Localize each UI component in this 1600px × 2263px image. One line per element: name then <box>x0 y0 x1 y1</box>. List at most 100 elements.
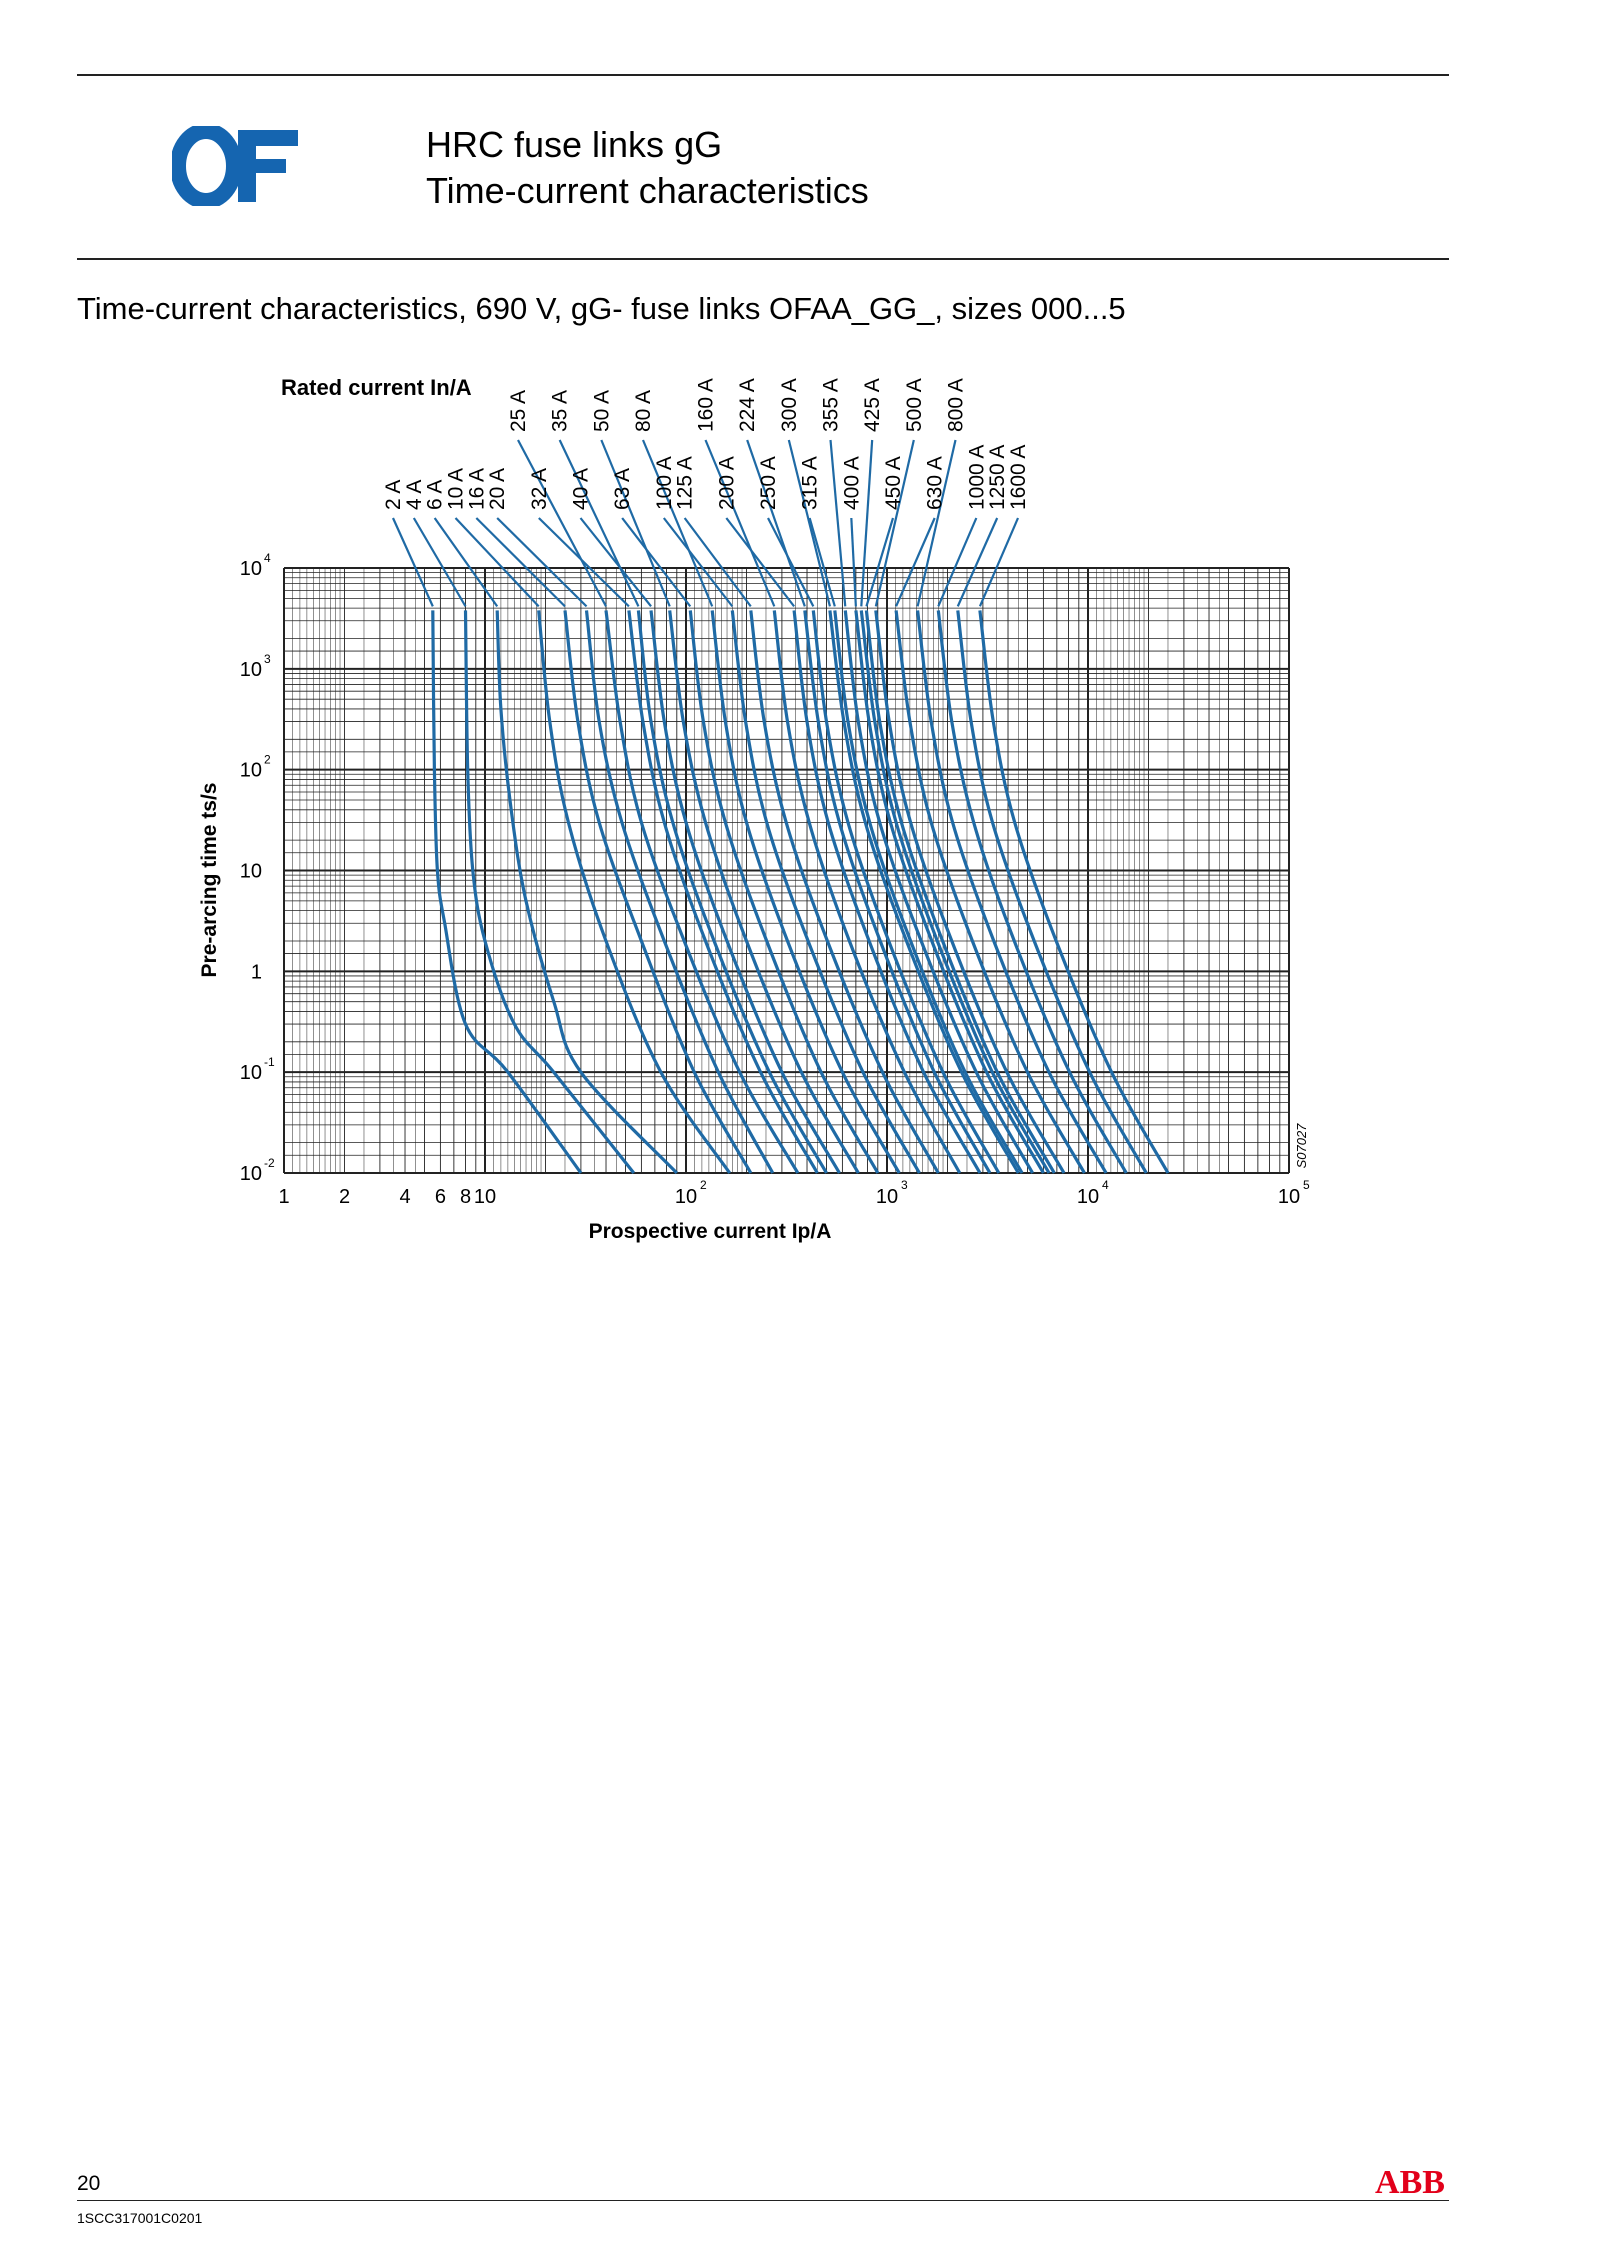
y-axis-label: Pre-arcing time ts/s <box>198 783 221 978</box>
curve-500a <box>874 610 1066 1174</box>
curve-200a <box>792 610 982 1174</box>
series-label: 224 A <box>736 378 759 432</box>
curve-300a <box>828 610 1020 1174</box>
of-logo <box>172 126 298 206</box>
top-rule <box>77 74 1449 76</box>
curve-25a <box>604 610 800 1174</box>
legend-title: Rated current In/A <box>281 375 472 400</box>
curve-80a <box>710 610 901 1174</box>
leader-line <box>621 517 692 608</box>
drawing-id-text: S07027 <box>1294 1123 1309 1169</box>
series-label: 25 A <box>507 390 530 432</box>
y-tick-label: 10 <box>240 760 262 782</box>
series-label: 400 A <box>840 456 863 510</box>
series-label: 16 A <box>465 468 488 510</box>
x-tick-label: 10 <box>474 1186 496 1208</box>
series-label: 4 A <box>403 480 426 510</box>
series-label: 35 A <box>549 390 572 432</box>
x-axis-label-text: Prospective current Ip/A <box>589 1220 832 1243</box>
series-label: 450 A <box>882 456 905 510</box>
page-title: HRC fuse links gG <box>426 124 723 165</box>
x-tick-exponent: 5 <box>1303 1178 1310 1192</box>
leader-line <box>579 517 652 608</box>
y-tick-label: 10 <box>240 1062 262 1084</box>
leader-line <box>746 439 806 607</box>
leader-line <box>956 517 999 607</box>
leader-line <box>412 517 467 607</box>
curve-125a <box>749 610 940 1174</box>
page-number: 20 <box>77 2172 101 2195</box>
y-tick-exponent: 4 <box>264 551 271 565</box>
y-tick-label: 1 <box>251 961 262 983</box>
y-tick-label: 10 <box>240 558 262 580</box>
x-tick-label: 4 <box>399 1186 410 1208</box>
y-tick-exponent: 2 <box>264 753 271 767</box>
curve-160a <box>772 610 962 1174</box>
leader-line <box>860 439 874 607</box>
x-tick-exponent: 4 <box>1102 1178 1109 1192</box>
section-title: Time-current characteristics, 690 V, gG-… <box>77 291 1126 326</box>
leader-line <box>704 439 776 607</box>
series-label: 63 A <box>611 468 634 510</box>
series-label: 160 A <box>695 378 718 432</box>
series-labels: 2 A4 A6 A10 A16 A20 A 25 A 32 A 35 A 40 A 50 … <box>382 378 1030 510</box>
time-current-chart: 2 A4 A6 A10 A16 A20 A 25 A 32 A 35 A 40 A 50 … <box>198 375 1310 1243</box>
series-label: 100 A <box>653 456 676 510</box>
leader-line <box>978 517 1020 607</box>
leader-line <box>391 517 434 607</box>
leader-line <box>433 517 499 608</box>
curve-630a <box>894 610 1086 1174</box>
y-tick-label: 10 <box>240 861 262 883</box>
leader-line <box>937 517 978 607</box>
header-rule <box>77 258 1449 260</box>
curve-10a <box>537 610 732 1174</box>
series-label: 10 A <box>445 468 468 510</box>
leader-line <box>829 439 847 607</box>
series-label: 2 A <box>382 480 405 510</box>
curve-20a <box>584 610 775 1174</box>
svg-text:ABB: ABB <box>1375 2164 1445 2198</box>
curve-1600a <box>978 610 1170 1174</box>
curve-1250a <box>956 610 1148 1174</box>
series-label: 20 A <box>486 468 509 510</box>
series-label: 40 A <box>570 468 593 510</box>
x-tick-exponent: 3 <box>901 1178 908 1192</box>
series-label: 80 A <box>632 390 655 432</box>
x-tick-label: 6 <box>435 1186 446 1208</box>
curve-16a <box>563 610 753 1174</box>
document-code: 1SCC317001C0201 <box>77 2210 203 2226</box>
series-label: 50 A <box>590 390 613 432</box>
curve-6a <box>495 610 678 1175</box>
y-tick-label: 10 <box>240 1163 262 1185</box>
leader-line <box>662 517 734 608</box>
curve-4a <box>463 610 636 1174</box>
leader-line <box>600 439 671 607</box>
leader-line <box>475 517 566 608</box>
drawing-id: S07027 <box>1294 1123 1309 1169</box>
curve-425a <box>859 610 1051 1174</box>
leader-line <box>538 517 630 608</box>
x-tick-label: 10 <box>675 1186 697 1208</box>
leader-line <box>895 517 936 607</box>
leader-line <box>808 517 836 607</box>
page-subtitle: Time-current characteristics <box>426 170 869 211</box>
leader-line <box>683 517 752 608</box>
curve-400a <box>854 610 1045 1174</box>
y-tick-exponent: -1 <box>264 1055 275 1069</box>
grid-major <box>283 567 1290 1174</box>
x-tick-label: 10 <box>876 1186 898 1208</box>
leader-line <box>916 439 957 607</box>
leader-line <box>496 517 588 608</box>
curve-40a <box>649 610 841 1174</box>
series-label: 200 A <box>715 456 738 510</box>
series-label: 1600 A <box>1007 445 1030 510</box>
x-axis-label: Prospective current Ip/A <box>589 1220 832 1243</box>
x-tick-exponent: 2 <box>700 1178 707 1192</box>
series-label: 630 A <box>924 456 947 510</box>
series-label: 300 A <box>778 378 801 432</box>
curve-63a <box>688 610 880 1174</box>
leader-line <box>725 517 795 608</box>
x-tick-label: 8 <box>460 1186 471 1208</box>
leader-line <box>850 517 857 607</box>
